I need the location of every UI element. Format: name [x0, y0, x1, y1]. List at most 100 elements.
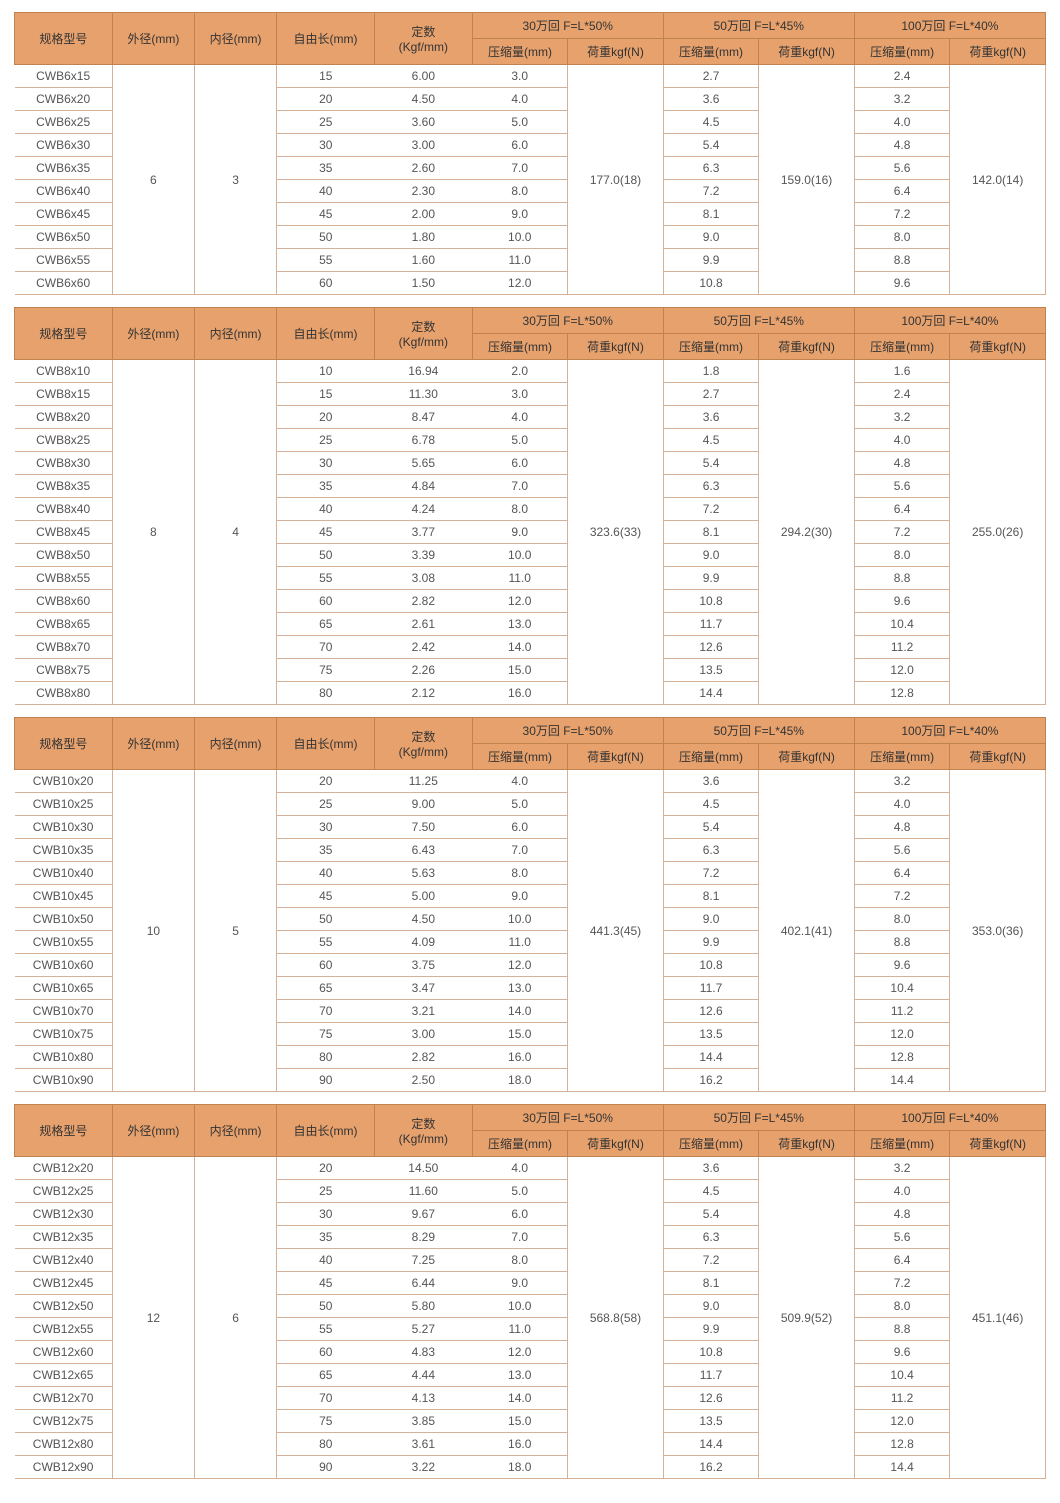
cell: 3.6 [663, 406, 759, 429]
cell: 30 [277, 134, 375, 157]
cell: 75 [277, 1410, 375, 1433]
cell: 11.0 [472, 567, 568, 590]
cell: CWB8x25 [15, 429, 113, 452]
col-header: 内径(mm) [194, 1105, 276, 1157]
cell: 4 [194, 360, 276, 705]
cell: 5.0 [472, 111, 568, 134]
cell: 2.26 [374, 659, 472, 682]
cell: 13.0 [472, 1364, 568, 1387]
cell: 7.2 [663, 1249, 759, 1272]
cell: 90 [277, 1069, 375, 1092]
cell: CWB6x60 [15, 272, 113, 295]
cell: CWB12x35 [15, 1226, 113, 1249]
col-header: 荷重kgf(N) [950, 744, 1046, 770]
cell: 2.61 [374, 613, 472, 636]
cell: 8.29 [374, 1226, 472, 1249]
cell: 40 [277, 1249, 375, 1272]
cell: 4.0 [854, 429, 950, 452]
cell: 255.0(26) [950, 360, 1046, 705]
cell: 12.8 [854, 682, 950, 705]
col-header: 定数(Kgf/mm) [374, 308, 472, 360]
cell: 50 [277, 226, 375, 249]
cell: 13.5 [663, 659, 759, 682]
cell: 4.09 [374, 931, 472, 954]
cell: 11.60 [374, 1180, 472, 1203]
cell: CWB12x55 [15, 1318, 113, 1341]
spec-table: 规格型号外径(mm)内径(mm)自由长(mm)定数(Kgf/mm)30万回 F=… [14, 717, 1046, 1092]
cell: CWB6x30 [15, 134, 113, 157]
cell: 294.2(30) [759, 360, 855, 705]
cell: 3.39 [374, 544, 472, 567]
cell: 2.60 [374, 157, 472, 180]
cell: 10.0 [472, 226, 568, 249]
cell: CWB12x80 [15, 1433, 113, 1456]
cell: 4.5 [663, 1180, 759, 1203]
cell: 12.0 [854, 659, 950, 682]
cell: 7.0 [472, 157, 568, 180]
cell: 3.00 [374, 134, 472, 157]
cell: 16.2 [663, 1456, 759, 1479]
cell: 4.8 [854, 816, 950, 839]
cell: 8.0 [854, 544, 950, 567]
cell: 12.8 [854, 1046, 950, 1069]
cell: 6.44 [374, 1272, 472, 1295]
cell: 30 [277, 452, 375, 475]
cell: 7.0 [472, 1226, 568, 1249]
cell: 6 [194, 1157, 276, 1479]
cell: 65 [277, 1364, 375, 1387]
cell: 6.3 [663, 839, 759, 862]
cell: 6.3 [663, 1226, 759, 1249]
col-header: 内径(mm) [194, 13, 276, 65]
cell: 16.0 [472, 1433, 568, 1456]
cell: 2.30 [374, 180, 472, 203]
cell: CWB6x40 [15, 180, 113, 203]
cell: 40 [277, 498, 375, 521]
cell: 55 [277, 249, 375, 272]
col-header: 压缩量(mm) [854, 744, 950, 770]
cell: 8.8 [854, 1318, 950, 1341]
col-header: 50万回 F=L*45% [663, 308, 854, 334]
cell: CWB8x10 [15, 360, 113, 383]
cell: CWB10x50 [15, 908, 113, 931]
cell: 9.9 [663, 1318, 759, 1341]
cell: 12.0 [472, 272, 568, 295]
col-header: 荷重kgf(N) [759, 39, 855, 65]
cell: 441.3(45) [568, 770, 664, 1092]
col-header: 压缩量(mm) [472, 744, 568, 770]
col-header: 压缩量(mm) [854, 334, 950, 360]
cell: 4.8 [854, 452, 950, 475]
cell: 4.13 [374, 1387, 472, 1410]
cell: 70 [277, 1000, 375, 1023]
cell: 11.30 [374, 383, 472, 406]
cell: CWB6x45 [15, 203, 113, 226]
cell: 12.0 [854, 1023, 950, 1046]
cell: 4.83 [374, 1341, 472, 1364]
cell: 11.2 [854, 1000, 950, 1023]
cell: 11.7 [663, 613, 759, 636]
cell: 8 [112, 360, 194, 705]
cell: 4.5 [663, 429, 759, 452]
cell: 25 [277, 111, 375, 134]
cell: 7.50 [374, 816, 472, 839]
col-header: 荷重kgf(N) [950, 39, 1046, 65]
cell: 50 [277, 908, 375, 931]
col-header: 30万回 F=L*50% [472, 718, 663, 744]
cell: 5.65 [374, 452, 472, 475]
cell: 4.0 [854, 111, 950, 134]
cell: 3.6 [663, 770, 759, 793]
col-header: 荷重kgf(N) [950, 334, 1046, 360]
cell: 9.9 [663, 567, 759, 590]
cell: CWB10x25 [15, 793, 113, 816]
cell: 10 [277, 360, 375, 383]
cell: 5.0 [472, 793, 568, 816]
cell: 12.0 [472, 590, 568, 613]
cell: 12.6 [663, 1000, 759, 1023]
cell: 35 [277, 157, 375, 180]
cell: 4.24 [374, 498, 472, 521]
cell: 15.0 [472, 659, 568, 682]
cell: 7.2 [663, 862, 759, 885]
cell: 6.0 [472, 134, 568, 157]
cell: CWB10x30 [15, 816, 113, 839]
cell: 3.08 [374, 567, 472, 590]
cell: 6.3 [663, 475, 759, 498]
